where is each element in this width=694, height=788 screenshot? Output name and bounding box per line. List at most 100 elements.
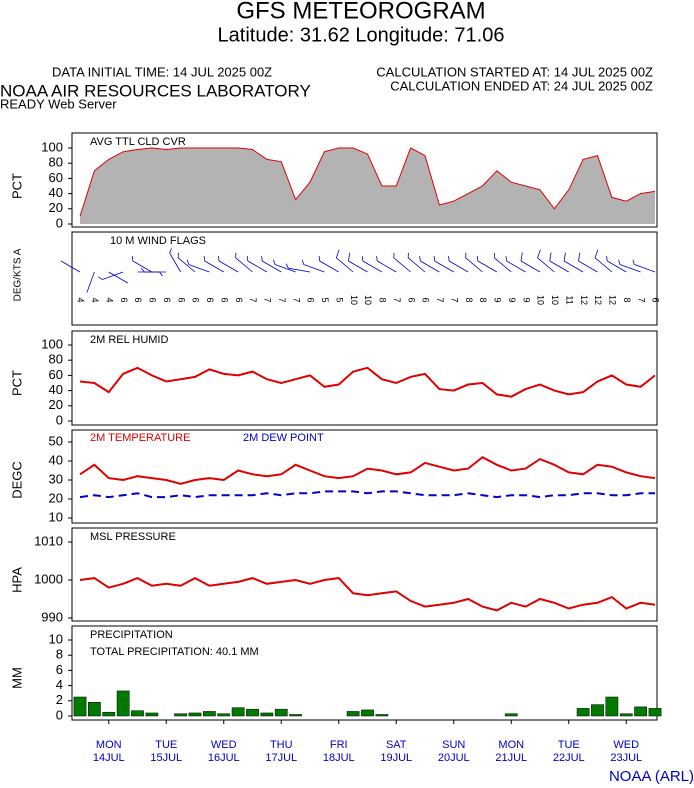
wind-speed: 10 — [550, 295, 560, 305]
wind-speed: 6 — [219, 297, 229, 302]
wind-barb — [393, 252, 411, 273]
wind-speed: 4 — [76, 297, 86, 302]
precip-bar — [346, 711, 360, 717]
wind-speed: 10 — [349, 295, 359, 305]
wind-speed: 7 — [636, 297, 646, 302]
wind-barb — [549, 252, 569, 273]
wind-barb — [448, 255, 469, 273]
precip-bar — [361, 709, 374, 717]
precip-bar — [260, 712, 274, 717]
precip-bar — [217, 713, 231, 717]
wind-speed: 7 — [291, 297, 301, 302]
location: Latitude: 31.62 Longitude: 71.06 — [218, 24, 505, 46]
wind-speed: 7 — [248, 297, 258, 302]
panel-title: MSL PRESSURE — [90, 531, 176, 543]
wind-barb — [218, 255, 239, 273]
day-label: MON 14JUL — [93, 739, 125, 764]
series-line — [79, 366, 656, 398]
wind-speed: 10 — [536, 295, 546, 305]
wind-barb — [520, 252, 541, 273]
wind-barb — [594, 249, 613, 273]
wind-speed: 8 — [464, 297, 474, 302]
wind-speed: 6 — [421, 297, 431, 302]
wind-barb — [433, 255, 454, 273]
wind-barb — [348, 252, 368, 273]
wind-barb — [407, 252, 426, 273]
wind-barb — [376, 255, 397, 273]
footer: NOAA (ARL) — [609, 768, 694, 785]
y-tick-label: 80 — [49, 352, 63, 367]
panel-frame — [71, 132, 658, 228]
wind-barb — [465, 252, 483, 273]
y-tick-label: 1010 — [34, 533, 63, 548]
wind-barb — [137, 271, 163, 277]
y-tick-label: 100 — [41, 336, 63, 351]
wind-barb — [108, 271, 129, 284]
wind-barb — [632, 259, 656, 273]
day-label: SUN 20JUL — [438, 739, 470, 764]
calc-started: CALCULATION STARTED AT: 14 JUL 2025 00Z — [376, 64, 653, 79]
precip-bar — [246, 708, 259, 717]
wind-speed: 7 — [435, 297, 445, 302]
precip-bar — [648, 708, 662, 717]
wind-barb — [537, 249, 555, 273]
y-tick-label: 40 — [49, 185, 63, 200]
wind-speed: 4 — [90, 297, 100, 302]
y-tick-label: 8 — [56, 647, 63, 662]
y-tick-label: 80 — [49, 155, 63, 170]
y-tick-label: 40 — [49, 382, 63, 397]
wind-barb — [419, 255, 440, 273]
precip-bar — [73, 696, 87, 717]
y-tick-label: 60 — [49, 170, 63, 185]
precip-bar — [504, 713, 518, 717]
y-tick-label: 40 — [49, 452, 63, 467]
cloud-line — [79, 147, 656, 217]
wind-barb — [578, 252, 598, 273]
wind-speed: 6 — [191, 297, 201, 302]
y-tick-label: 6 — [56, 662, 63, 677]
day-label: SAT 19JUL — [380, 739, 412, 764]
wind-barb — [98, 271, 124, 280]
wind-barb — [86, 271, 95, 293]
y-axis-label: MM — [9, 667, 24, 689]
annotation: TOTAL PRECIPITATION: 40.1 MM — [90, 646, 259, 658]
precip-bar — [591, 704, 604, 717]
y-tick-label: 10 — [49, 509, 63, 524]
y-axis-label: PCT — [9, 370, 24, 396]
y-tick-label: 1000 — [34, 571, 63, 586]
wind-barb — [493, 252, 512, 273]
wind-barb — [505, 255, 526, 273]
precip-bar — [375, 714, 389, 717]
wind-speed: 7 — [263, 297, 273, 302]
y-tick-label: 0 — [56, 412, 63, 427]
wind-speed: 5 — [334, 297, 344, 302]
panel-title: 10 M WIND FLAGS — [110, 235, 206, 247]
wind-barb — [273, 259, 296, 273]
wind-barb — [476, 255, 498, 273]
wind-speed: 6 — [406, 297, 416, 302]
wind-barb — [618, 259, 641, 273]
wind-speed: 5 — [320, 297, 330, 302]
wind-speed: 8 — [622, 297, 632, 302]
wind-speed: 6 — [651, 297, 661, 302]
wind-barb — [285, 263, 311, 273]
day-label: WED 23JUL — [610, 739, 642, 764]
wind-barb — [335, 249, 354, 273]
y-tick-label: 0 — [56, 707, 63, 722]
precip-bar — [231, 707, 245, 717]
calc-ended: CALCULATION ENDED AT: 24 JUL 2025 00Z — [390, 78, 653, 93]
y-tick-label: 20 — [49, 397, 63, 412]
y-tick-label: 60 — [49, 367, 63, 382]
series-line — [79, 576, 656, 612]
series-line — [79, 456, 656, 485]
panel-frame — [71, 330, 658, 426]
wind-barb — [301, 259, 325, 273]
wind-speed: 6 — [148, 297, 158, 302]
y-axis-label: DEGC — [9, 461, 24, 499]
panel-frame — [71, 231, 658, 326]
wind-speed: 8 — [378, 297, 388, 302]
y-tick-label: 0 — [56, 215, 63, 230]
precip-bar — [203, 711, 216, 717]
wind-speed: 9 — [521, 297, 531, 302]
precip-bar — [145, 712, 159, 717]
